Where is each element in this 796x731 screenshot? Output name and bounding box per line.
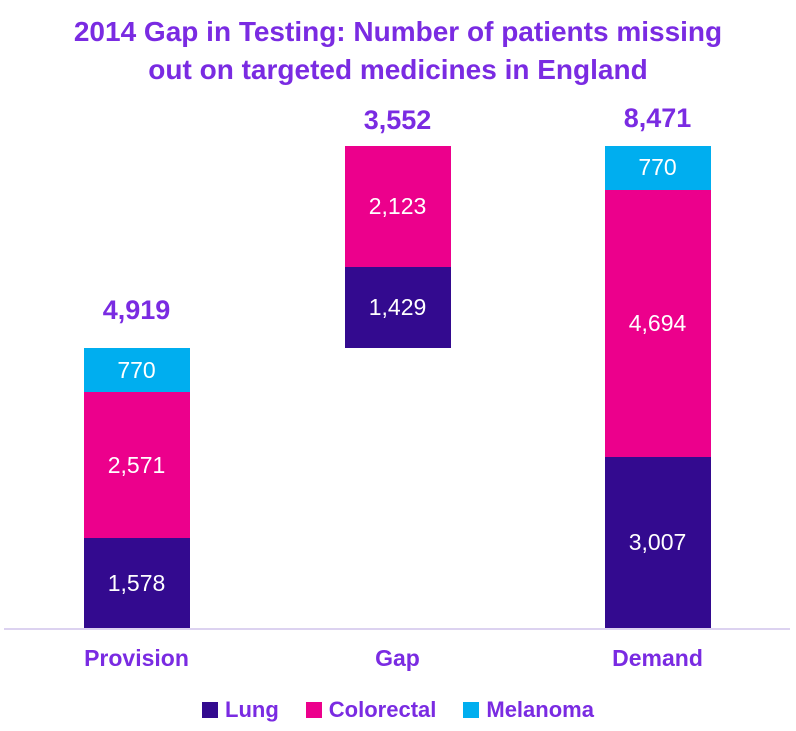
legend-label-melanoma: Melanoma (486, 697, 594, 722)
segment-lung: 3,007 (604, 456, 711, 628)
legend-label-lung: Lung (225, 697, 279, 722)
segment-value-label: 1,578 (107, 569, 166, 596)
segment-colorectal: 2,123 (344, 146, 451, 267)
legend-swatch-lung (202, 702, 219, 718)
legend: Lung Colorectal Melanoma (0, 697, 796, 723)
segment-value-label: 2,123 (368, 192, 427, 219)
segment-melanoma: 770 (604, 146, 711, 190)
segment-colorectal: 2,571 (83, 391, 190, 539)
segment-melanoma: 770 (83, 348, 190, 392)
total-label-gap: 3,552 (363, 105, 432, 135)
segment-value-label: 770 (638, 154, 677, 181)
legend-item-melanoma: Melanoma (463, 697, 594, 723)
legend-item-lung: Lung (202, 697, 279, 723)
segment-value-label: 1,429 (368, 293, 427, 320)
x-axis-label-demand: Demand (612, 645, 703, 671)
legend-swatch-melanoma (463, 702, 480, 718)
bar-demand: 3,007 4,694 770 (604, 146, 711, 628)
total-label-provision: 4,919 (102, 295, 171, 326)
segment-lung: 1,578 (83, 538, 190, 628)
chart-title-line1: 2014 Gap in Testing: Number of patients … (73, 16, 723, 47)
x-axis-label-gap: Gap (375, 645, 420, 671)
chart-title: 2014 Gap in Testing: Number of patients … (0, 13, 796, 89)
bar-gap: 1,429 2,123 (344, 146, 451, 349)
x-axis-label-provision: Provision (84, 645, 189, 671)
legend-item-colorectal: Colorectal (305, 697, 437, 723)
legend-swatch-colorectal (305, 702, 322, 718)
total-label-demand: 8,471 (623, 103, 692, 133)
chart-title-line2: out on targeted medicines in England (148, 54, 648, 85)
legend-label-colorectal: Colorectal (328, 697, 437, 722)
segment-lung: 1,429 (344, 266, 451, 349)
segment-colorectal: 4,694 (604, 189, 711, 457)
x-axis-line (4, 628, 790, 630)
segment-value-label: 3,007 (628, 528, 687, 555)
segment-value-label: 4,694 (628, 309, 687, 336)
segment-value-label: 770 (117, 356, 156, 383)
segment-value-label: 2,571 (107, 451, 166, 478)
bar-provision: 1,578 2,571 770 (83, 348, 190, 628)
